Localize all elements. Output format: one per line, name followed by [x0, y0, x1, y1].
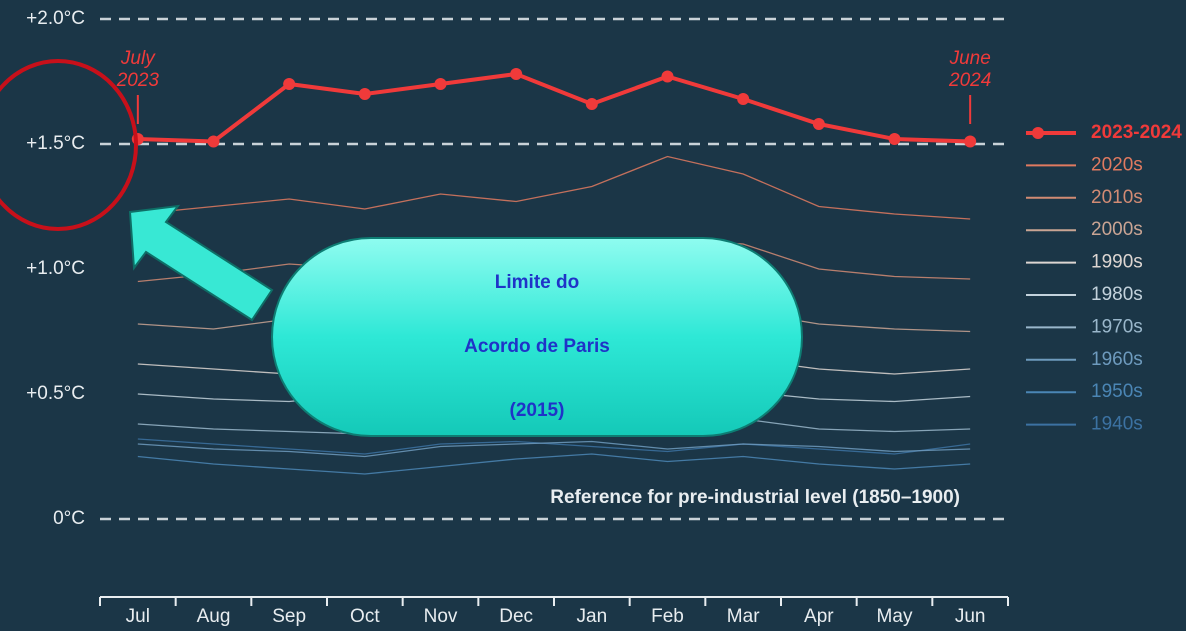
point — [889, 133, 901, 145]
x-tick-label: Nov — [424, 606, 458, 627]
x-tick-label: Oct — [350, 606, 380, 627]
x-tick-label: Jan — [577, 606, 608, 627]
x-tick-label: Mar — [727, 606, 760, 627]
x-tick-label: Apr — [804, 606, 834, 627]
callout-text: Limite do — [495, 272, 579, 293]
callout-text: (2015) — [510, 400, 565, 421]
y-tick-label: +0.5°C — [26, 383, 85, 404]
legend-label: 2000s — [1091, 219, 1143, 240]
legend-label: 2010s — [1091, 187, 1143, 208]
legend-label: 1960s — [1091, 349, 1143, 370]
y-tick-label: +1.0°C — [26, 258, 85, 279]
x-tick-label: Feb — [651, 606, 684, 627]
point — [586, 98, 598, 110]
annotation: July — [120, 48, 156, 69]
legend-label: 2023-2024 — [1091, 122, 1182, 143]
callout-text: Acordo de Paris — [464, 336, 610, 357]
legend-label: 1980s — [1091, 284, 1143, 305]
point — [435, 78, 447, 90]
point — [510, 68, 522, 80]
y-tick-label: 0°C — [53, 508, 85, 529]
legend-label: 1940s — [1091, 414, 1143, 435]
point — [964, 136, 976, 148]
x-tick-label: Jun — [955, 606, 986, 627]
point — [283, 78, 295, 90]
x-tick-label: Jul — [126, 606, 150, 627]
chart: +2.0°C +1.5°C +1.0°C +0.5°C 0°C Jul Aug Sep Oct N… — [0, 0, 1186, 631]
legend-label: 1990s — [1091, 252, 1143, 273]
y-tick-label: +1.5°C — [26, 133, 85, 154]
point — [359, 88, 371, 100]
legend-label: 1950s — [1091, 381, 1143, 402]
annotation: June — [949, 48, 991, 69]
point — [662, 71, 674, 83]
legend-label: 2020s — [1091, 154, 1143, 175]
legend-marker — [1032, 127, 1044, 139]
point — [737, 93, 749, 105]
x-tick-label: May — [877, 606, 913, 627]
point — [208, 136, 220, 148]
page: {"chart_data": {"type": "line", "categor… — [0, 0, 1186, 631]
x-tick-label: Aug — [197, 606, 231, 627]
y-tick-label: +2.0°C — [26, 8, 85, 29]
annotation: 2023 — [116, 70, 160, 91]
annotation: 2024 — [948, 70, 991, 91]
x-tick-label: Dec — [499, 606, 533, 627]
point — [813, 118, 825, 130]
reference-note: Reference for pre-industrial level (1850… — [550, 487, 960, 508]
x-tick-label: Sep — [272, 606, 306, 627]
legend-label: 1970s — [1091, 316, 1143, 337]
